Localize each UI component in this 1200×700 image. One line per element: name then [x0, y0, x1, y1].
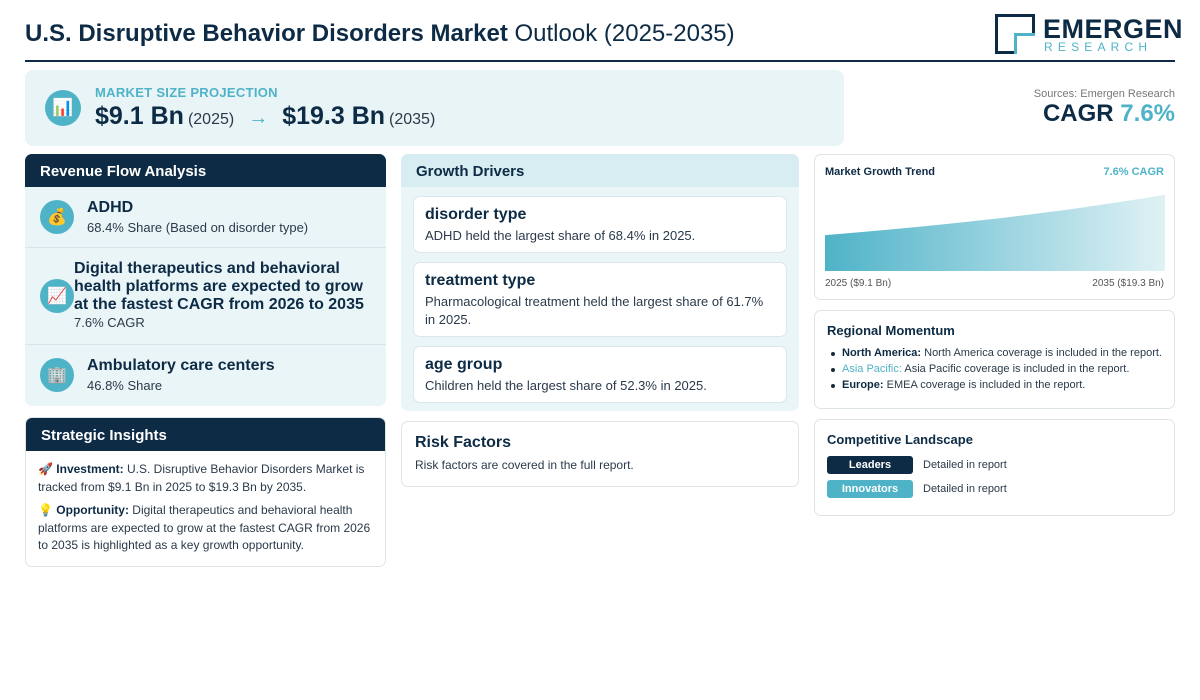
cagr-label: CAGR	[1042, 100, 1114, 127]
competitive-row: Leaders Detailed in report	[827, 456, 1162, 474]
investment-label: Investment:	[56, 462, 124, 476]
region-text: North America coverage is included in th…	[924, 347, 1162, 359]
trend-title: Market Growth Trend	[825, 166, 936, 178]
page-title-bold: U.S. Disruptive Behavior Disorders Marke…	[25, 20, 508, 47]
building-icon: 🏢	[40, 358, 74, 392]
revenue-flow-title: Revenue Flow Analysis	[25, 154, 386, 187]
innovators-badge: Innovators	[827, 480, 913, 498]
revenue-flow-panel: Revenue Flow Analysis 💰 ADHD 68.4% Share…	[25, 154, 386, 406]
competitive-text: Detailed in report	[923, 459, 1007, 471]
region-item: Europe: EMEA coverage is included in the…	[827, 379, 1162, 391]
region-name: Asia Pacific:	[842, 363, 902, 375]
revenue-item-title: ADHD	[87, 199, 134, 216]
arrow-right-icon: →	[248, 107, 269, 129]
projection-values: $9.1 Bn (2025) → $19.3 Bn (2035)	[95, 102, 435, 131]
market-size-projection: 📊 MARKET SIZE PROJECTION $9.1 Bn (2025) → $…	[25, 70, 844, 146]
regional-momentum-panel: Regional Momentum North America: North A…	[814, 310, 1175, 409]
strategic-insights-panel: Strategic Insights 🚀 Investment: U.S. Di…	[25, 417, 386, 567]
trend-cagr: 7.6% CAGR	[1103, 166, 1164, 178]
revenue-item: 💰 ADHD 68.4% Share (Based on disorder ty…	[25, 187, 386, 248]
emergen-logo: EMERGEN RESEARCH	[995, 14, 1183, 56]
money-bag-icon: 💰	[40, 200, 74, 234]
strategic-insights-title: Strategic Insights	[26, 418, 385, 451]
competitive-landscape-panel: Competitive Landscape Leaders Detailed i…	[814, 419, 1175, 516]
sources-text: Sources: Emergen Research	[1033, 88, 1175, 100]
driver-text: ADHD held the largest share of 68.4% in …	[425, 228, 696, 243]
competitive-landscape-title: Competitive Landscape	[827, 432, 973, 447]
trend-start-label: 2025 ($9.1 Bn)	[825, 278, 892, 289]
risk-factors-text: Risk factors are covered in the full rep…	[415, 458, 634, 472]
driver-title: age group	[425, 356, 503, 373]
cagr-headline: CAGR 7.6%	[1043, 100, 1175, 128]
trend-chart	[825, 194, 1165, 271]
growth-drivers-panel: Growth Drivers disorder type ADHD held t…	[401, 154, 799, 411]
trend-area	[825, 194, 1165, 271]
region-list: North America: North America coverage is…	[827, 347, 1162, 391]
trend-up-icon: 📈	[40, 279, 74, 313]
investment-text: U.S. Disruptive Behavior Disorders Marke…	[38, 462, 365, 494]
revenue-item: 📈 Digital therapeutics and behavioral he…	[25, 248, 386, 345]
strategic-insights-body: 🚀 Investment: U.S. Disruptive Behavior D…	[26, 451, 385, 566]
region-item: North America: North America coverage is…	[827, 347, 1162, 359]
region-text: Asia Pacific coverage is included in the…	[904, 363, 1130, 375]
end-value: $19.3 Bn	[282, 102, 386, 130]
bar-chart-icon: 📊	[45, 90, 81, 126]
opportunity-label: Opportunity:	[56, 503, 129, 517]
region-name: Europe:	[842, 379, 884, 391]
revenue-item-title: Ambulatory care centers	[87, 357, 275, 374]
regional-momentum-title: Regional Momentum	[827, 323, 955, 338]
leaders-badge: Leaders	[827, 456, 913, 474]
logo-mark-icon	[995, 14, 1035, 54]
title-bar: U.S. Disruptive Behavior Disorders Marke…	[25, 14, 1183, 62]
cagr-value: 7.6%	[1120, 100, 1175, 127]
competitive-text: Detailed in report	[923, 483, 1007, 495]
revenue-item-sub: 68.4% Share (Based on disorder type)	[87, 220, 309, 235]
driver-card: treatment type Pharmacological treatment…	[413, 262, 787, 337]
lightbulb-icon: 💡	[38, 503, 53, 517]
driver-card: disorder type ADHD held the largest shar…	[413, 196, 787, 253]
trend-end-label: 2035 ($19.3 Bn)	[1092, 278, 1164, 289]
driver-title: treatment type	[425, 272, 536, 289]
driver-title: disorder type	[425, 206, 527, 223]
revenue-item-sub: 46.8% Share	[87, 378, 163, 393]
page-title-rest: Outlook (2025-2035)	[514, 20, 735, 47]
rocket-icon: 🚀	[38, 462, 53, 476]
market-growth-trend-panel: Market Growth Trend 7.6% CAGR 2025 ($9.1…	[814, 154, 1175, 300]
growth-drivers-title: Growth Drivers	[401, 154, 799, 187]
region-name: North America:	[842, 347, 922, 359]
projection-label: MARKET SIZE PROJECTION	[95, 85, 278, 100]
logo-sub-text: RESEARCH	[1044, 40, 1153, 54]
region-text: EMEA coverage is included in the report.	[886, 379, 1086, 391]
driver-text: Children held the largest share of 52.3%…	[425, 378, 707, 393]
opportunity-text: Digital therapeutics and behavioral heal…	[38, 503, 371, 552]
opportunity-insight: 💡 Opportunity: Digital therapeutics and …	[38, 502, 373, 555]
start-value: $9.1 Bn	[95, 102, 184, 130]
investment-insight: 🚀 Investment: U.S. Disruptive Behavior D…	[38, 461, 373, 496]
start-year: (2025)	[187, 111, 235, 128]
revenue-item: 🏢 Ambulatory care centers 46.8% Share	[25, 345, 386, 406]
revenue-item-sub: 7.6% CAGR	[74, 315, 145, 330]
risk-factors-title: Risk Factors	[415, 434, 512, 451]
logo-main-text: EMERGEN	[1043, 14, 1184, 44]
risk-factors-panel: Risk Factors Risk factors are covered in…	[401, 421, 799, 487]
end-year: (2035)	[389, 111, 436, 128]
region-item: Asia Pacific: Asia Pacific coverage is i…	[827, 363, 1162, 375]
revenue-item-title: Digital therapeutics and behavioral heal…	[74, 260, 364, 313]
page-title: U.S. Disruptive Behavior Disorders Marke…	[25, 20, 735, 48]
competitive-row: Innovators Detailed in report	[827, 480, 1162, 498]
driver-card: age group Children held the largest shar…	[413, 346, 787, 403]
driver-text: Pharmacological treatment held the large…	[425, 294, 764, 327]
